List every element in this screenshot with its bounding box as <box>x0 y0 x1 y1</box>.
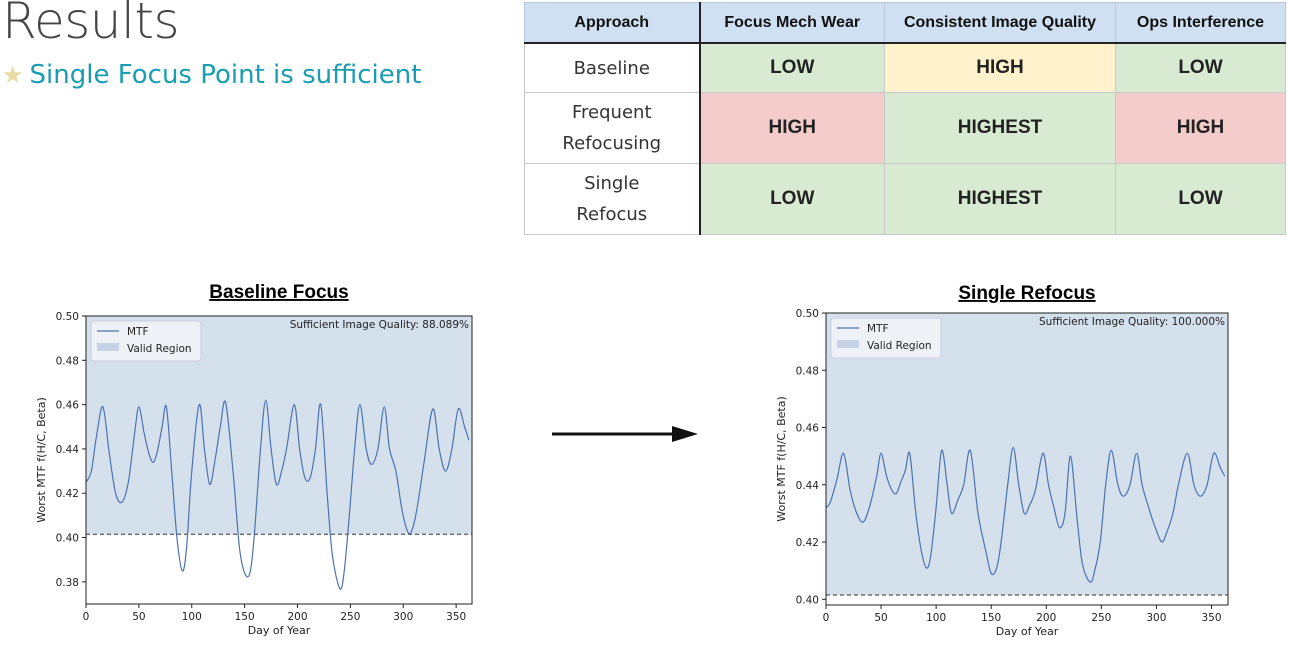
x-tick-label: 300 <box>1146 612 1166 624</box>
table-cell: HIGH <box>1115 92 1286 164</box>
legend-valid-swatch <box>97 343 119 351</box>
star-icon: ★ <box>2 61 24 89</box>
table-header-row: Approach Focus Mech Wear Consistent Imag… <box>524 2 1286 44</box>
comparison-table: Approach Focus Mech Wear Consistent Imag… <box>524 2 1286 235</box>
table-cell: HIGHEST <box>884 92 1116 164</box>
y-tick-label: 0.44 <box>56 444 80 456</box>
table-row: Single Refocus LOW HIGHEST LOW <box>524 163 1286 235</box>
row-label: Baseline <box>524 42 701 93</box>
x-tick-label: 100 <box>182 611 202 623</box>
y-tick-label: 0.46 <box>796 423 820 435</box>
x-tick-label: 50 <box>132 611 145 623</box>
legend-mtf-label: MTF <box>127 326 149 338</box>
y-tick-label: 0.40 <box>796 594 819 606</box>
column-header: Consistent Image Quality <box>884 2 1116 44</box>
baseline-focus-chart: 0 50 100 150 200 250 300 350 0.38 0.40 0.42 0.44 0.4… <box>0 276 500 644</box>
x-tick-label: 250 <box>1091 612 1111 624</box>
arrow-head <box>672 426 698 442</box>
column-header: Focus Mech Wear <box>699 2 885 44</box>
y-tick-label: 0.48 <box>56 355 79 367</box>
x-tick-label: 300 <box>393 611 413 623</box>
x-tick-label: 150 <box>235 611 255 623</box>
chart-svg: 0 50 100 150 200 250 300 350 0.38 0.40 0.42 0.44 0.4… <box>35 282 473 637</box>
column-header: Approach <box>524 2 701 44</box>
x-tick-label: 350 <box>446 611 466 623</box>
y-tick-label: 0.44 <box>796 480 820 492</box>
table-cell: LOW <box>699 163 885 235</box>
y-tick-label: 0.40 <box>56 533 79 545</box>
plot-frame <box>85 315 473 605</box>
y-axis-label: Worst MTF f(H/C, Beta) <box>775 396 788 522</box>
table-cell: HIGH <box>884 42 1116 93</box>
column-header: Ops Interference <box>1115 2 1286 44</box>
x-tick-label: 100 <box>926 612 946 624</box>
x-tick-label: 150 <box>981 612 1001 624</box>
mtf-series-line <box>825 446 1226 583</box>
row-label-line: Refocusing <box>562 133 662 154</box>
valid-region-band <box>826 313 1228 595</box>
legend-valid-swatch <box>837 340 859 348</box>
mtf-series-line <box>85 399 470 590</box>
y-tick-label: 0.50 <box>796 308 819 320</box>
chart-title: Single Refocus <box>958 283 1095 304</box>
legend-mtf-label: MTF <box>867 323 889 335</box>
row-label: Single Refocus <box>524 163 701 235</box>
y-tick-label: 0.42 <box>56 488 79 500</box>
single-refocus-chart: 0 50 100 150 200 250 300 350 0.40 0.42 0.44 0.46 0.4… <box>740 276 1240 646</box>
arrow-right-icon <box>552 426 698 442</box>
legend-valid-label: Valid Region <box>867 340 932 352</box>
key-finding: ★ Single Focus Point is sufficient <box>2 60 421 90</box>
table-cell: HIGH <box>699 92 885 164</box>
row-label-line: Refocus <box>576 204 648 225</box>
row-label-line: Frequent <box>572 102 652 123</box>
x-tick-label: 200 <box>1036 612 1056 624</box>
chart-svg: 0 50 100 150 200 250 300 350 0.40 0.42 0.44 0.46 0.4… <box>775 283 1229 638</box>
y-tick-label: 0.48 <box>796 365 819 377</box>
row-label-line: Single <box>584 173 640 194</box>
x-tick-label: 250 <box>340 611 360 623</box>
table-cell: LOW <box>699 42 885 93</box>
chart-legend: MTF Valid Region <box>830 317 942 359</box>
y-axis-label: Worst MTF f(H/C, Beta) <box>35 397 48 523</box>
table-cell: LOW <box>1115 163 1286 235</box>
x-tick-label: 0 <box>823 612 830 624</box>
x-tick-label: 200 <box>287 611 307 623</box>
quality-annotation: Sufficient Image Quality: 88.089% <box>290 319 469 331</box>
quality-annotation: Sufficient Image Quality: 100.000% <box>1039 316 1225 328</box>
table-row: Frequent Refocusing HIGH HIGHEST HIGH <box>524 92 1286 164</box>
slide-title: Results <box>2 0 180 50</box>
chart-legend: MTF Valid Region <box>90 320 202 362</box>
x-axis-label: Day of Year <box>248 624 311 637</box>
x-tick-label: 0 <box>83 611 90 623</box>
x-tick-label: 50 <box>874 612 887 624</box>
y-tick-label: 0.50 <box>56 311 79 323</box>
y-tick-label: 0.42 <box>796 537 819 549</box>
legend-valid-label: Valid Region <box>127 343 192 355</box>
y-tick-label: 0.38 <box>56 577 79 589</box>
row-label: Frequent Refocusing <box>524 92 701 164</box>
table-row: Baseline LOW HIGH LOW <box>524 42 1286 93</box>
plot-frame <box>825 312 1229 606</box>
chart-title: Baseline Focus <box>209 282 348 303</box>
y-tick-label: 0.46 <box>56 400 80 412</box>
row-label-line: Baseline <box>573 57 650 79</box>
table-cell: LOW <box>1115 42 1286 93</box>
x-tick-label: 350 <box>1201 612 1221 624</box>
key-finding-text: Single Focus Point is sufficient <box>29 60 422 90</box>
table-cell: HIGHEST <box>884 163 1116 235</box>
x-axis-label: Day of Year <box>996 625 1059 638</box>
